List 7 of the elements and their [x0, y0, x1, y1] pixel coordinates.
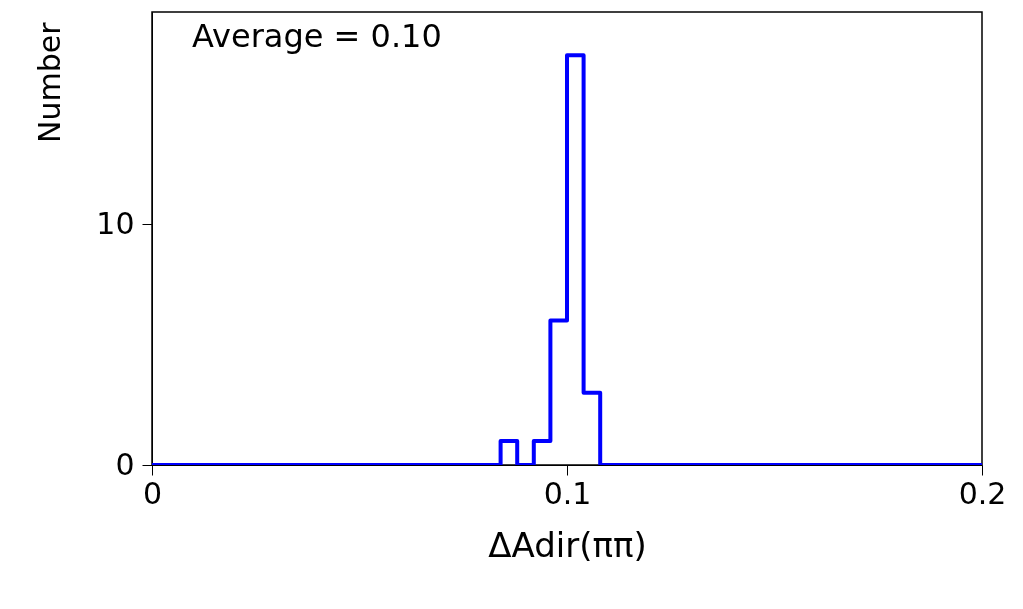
annotation: Average = 0.10	[192, 17, 442, 55]
x-axis-title: ΔAdir(ππ)	[488, 524, 647, 565]
x-tick-label: 0.2	[958, 475, 1007, 511]
x-tick-label: 0	[142, 475, 163, 511]
y-tick-label: 10	[96, 205, 135, 241]
x-tick-label: 0.1	[543, 475, 592, 511]
y-axis-title: Number	[32, 21, 68, 144]
